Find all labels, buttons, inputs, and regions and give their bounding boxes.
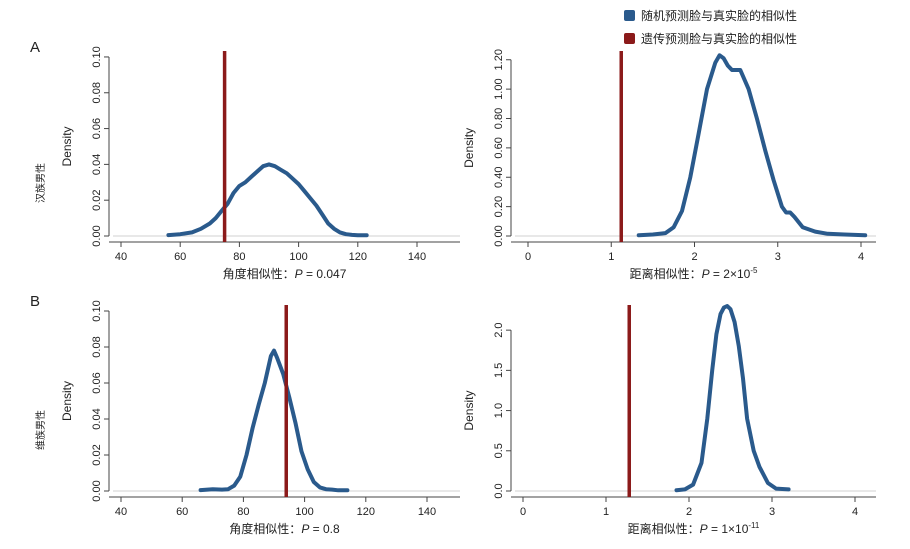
subplot-a-angle: 0.00 0.02 0.04 0.06 0.08 0.10 Density 40 60 80 100… — [60, 46, 460, 281]
x-tick-label: 60 — [176, 506, 188, 518]
x-tick-label: 4 — [858, 251, 864, 263]
y-tick-label: 0.20 — [493, 196, 505, 217]
subplot-b-distance: 0.0 0.5 1.0 1.5 2.0 Density 0 1 2 3 4 距离相似性：P = 1×1… — [462, 304, 876, 536]
y-tick-label: 0.80 — [493, 108, 505, 129]
x-tick-label: 140 — [408, 251, 426, 263]
x-tick-label: 40 — [115, 506, 127, 518]
x-tick-label: 0 — [520, 506, 526, 518]
x-tick-label: 120 — [357, 506, 375, 518]
legend-label-genetic: 遗传预测脸与真实脸的相似性 — [641, 31, 797, 46]
row-label-han: 汉族男性 — [34, 163, 47, 203]
y-tick-label: 0.00 — [91, 225, 103, 246]
x-axis-label: 角度相似性：P = 0.8 — [229, 521, 340, 536]
x-tick-label: 3 — [775, 251, 781, 263]
row-label-uyghur: 维族男性 — [34, 410, 47, 450]
y-tick-label: 1.0 — [493, 403, 505, 418]
y-tick-label: 2.0 — [493, 323, 505, 338]
y-axis-label: Density — [462, 391, 476, 431]
y-tick-label: 0.08 — [91, 82, 103, 103]
y-tick-label: 1.00 — [493, 78, 505, 99]
legend: 随机预测脸与真实脸的相似性 遗传预测脸与真实脸的相似性 — [624, 8, 797, 46]
y-tick-label: 0.08 — [91, 336, 103, 357]
y-tick-label: 0.06 — [91, 372, 103, 393]
y-tick-label: 0.02 — [91, 444, 103, 465]
x-axis-label: 距离相似性：P = 1×10-11 — [628, 521, 760, 536]
random-density-curve — [674, 304, 791, 493]
x-axis-label: 距离相似性：P = 2×10-5 — [630, 266, 758, 281]
y-tick-label: 0.0 — [493, 483, 505, 498]
legend-label-random: 随机预测脸与真实脸的相似性 — [641, 8, 797, 23]
y-tick-label: 0.10 — [91, 300, 103, 321]
x-tick-label: 4 — [852, 506, 858, 518]
x-tick-label: 80 — [237, 506, 249, 518]
random-density-curve — [636, 53, 868, 238]
y-tick-label: 0.04 — [91, 408, 103, 429]
subplot-b-angle: 0.00 0.02 0.04 0.06 0.08 0.10 Density 40 60 80 100… — [60, 300, 460, 536]
x-tick-label: 2 — [686, 506, 692, 518]
x-tick-label: 0 — [525, 251, 531, 263]
x-tick-label: 60 — [174, 251, 186, 263]
x-tick-label: 100 — [295, 506, 313, 518]
x-tick-label: 100 — [289, 251, 307, 263]
y-tick-label: 0.5 — [493, 443, 505, 458]
legend-swatch-genetic — [624, 33, 635, 44]
x-tick-label: 1 — [603, 506, 609, 518]
y-tick-label: 0.06 — [91, 118, 103, 139]
x-tick-label: 3 — [769, 506, 775, 518]
legend-swatch-random — [624, 10, 635, 21]
x-tick-label: 120 — [349, 251, 367, 263]
y-tick-label: 0.10 — [91, 46, 103, 67]
x-tick-label: 140 — [418, 506, 436, 518]
x-tick-label: 2 — [691, 251, 697, 263]
y-axis-label: Density — [60, 126, 74, 166]
x-axis-label: 角度相似性：P = 0.047 — [223, 266, 347, 281]
y-axis-label: Density — [462, 128, 476, 168]
x-tick-label: 80 — [233, 251, 245, 263]
y-tick-label: 0.02 — [91, 189, 103, 210]
y-tick-label: 0.60 — [493, 137, 505, 158]
y-tick-label: 0.00 — [493, 225, 505, 246]
panel-label-a: A — [30, 39, 40, 56]
y-tick-label: 1.5 — [493, 363, 505, 378]
y-axis-label: Density — [60, 381, 74, 421]
x-tick-label: 1 — [608, 251, 614, 263]
y-tick-label: 0.40 — [493, 167, 505, 188]
y-tick-label: 0.04 — [91, 154, 103, 175]
y-tick-label: 1.20 — [493, 49, 505, 70]
x-tick-label: 40 — [115, 251, 127, 263]
random-density-curve — [166, 162, 369, 238]
y-tick-label: 0.00 — [91, 480, 103, 501]
subplot-a-distance: 0.00 0.20 0.40 0.60 0.80 1.00 1.20 Density 0 1 2 3 4… — [462, 49, 876, 281]
random-density-curve — [198, 348, 350, 493]
panel-label-b: B — [30, 293, 40, 310]
